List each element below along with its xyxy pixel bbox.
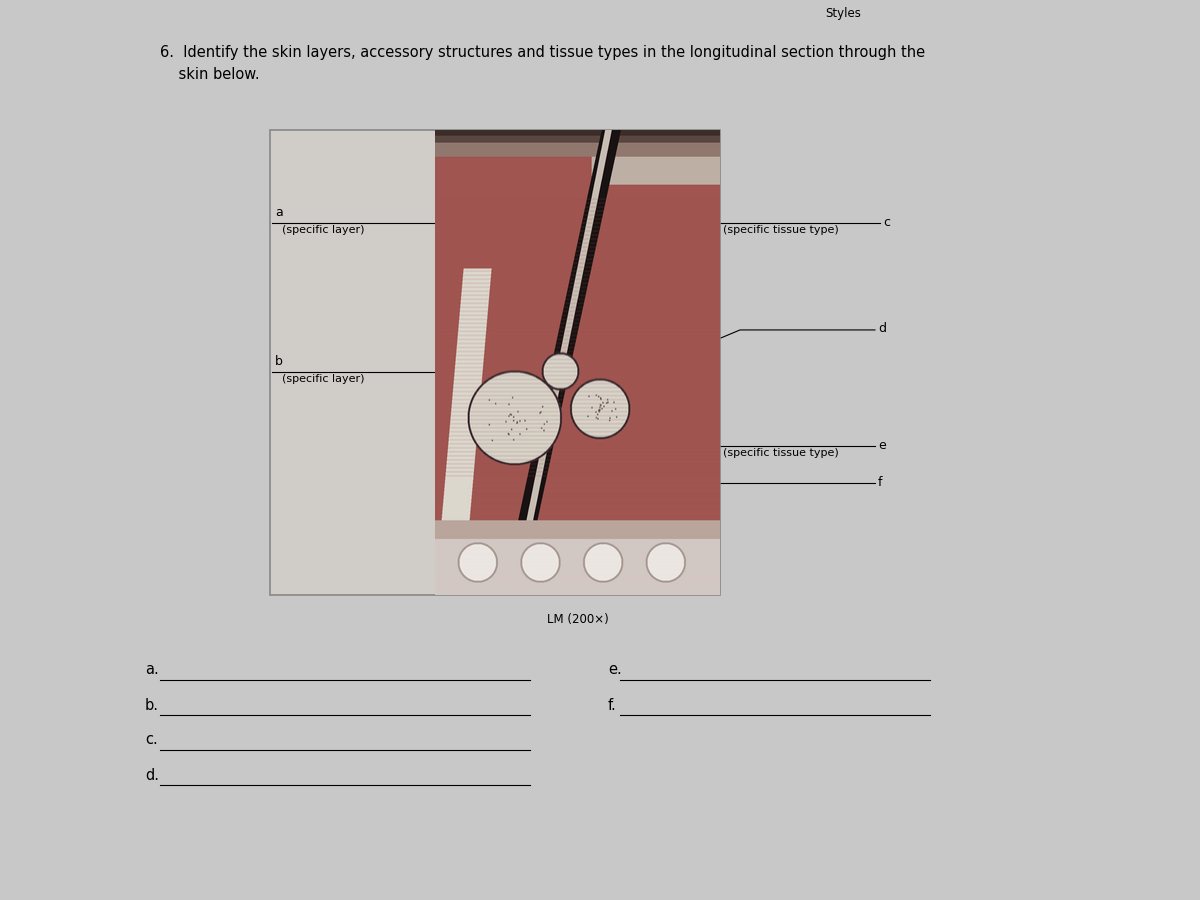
Text: d.: d.: [145, 768, 158, 782]
Text: (specific layer): (specific layer): [282, 225, 365, 235]
Text: 6.  Identify the skin layers, accessory structures and tissue types in the longi: 6. Identify the skin layers, accessory s…: [160, 45, 925, 60]
Bar: [270, 130, 436, 595]
Text: c.: c.: [145, 733, 157, 748]
Text: (specific layer): (specific layer): [282, 374, 365, 383]
Text: c: c: [883, 215, 890, 229]
Text: e: e: [878, 438, 886, 452]
Bar: [270, 130, 720, 595]
Text: LM (200×): LM (200×): [547, 613, 608, 626]
Text: (specific tissue type): (specific tissue type): [722, 448, 839, 458]
Text: f.: f.: [608, 698, 617, 713]
Text: f: f: [878, 476, 882, 489]
Text: d: d: [878, 322, 886, 336]
Text: Styles: Styles: [826, 7, 860, 20]
Text: b.: b.: [145, 698, 158, 713]
Text: a.: a.: [145, 662, 158, 678]
Text: e.: e.: [608, 662, 622, 678]
Text: (specific tissue type): (specific tissue type): [722, 225, 839, 235]
Text: a: a: [275, 206, 283, 219]
Text: skin below.: skin below.: [160, 67, 259, 82]
Text: b: b: [275, 355, 283, 368]
